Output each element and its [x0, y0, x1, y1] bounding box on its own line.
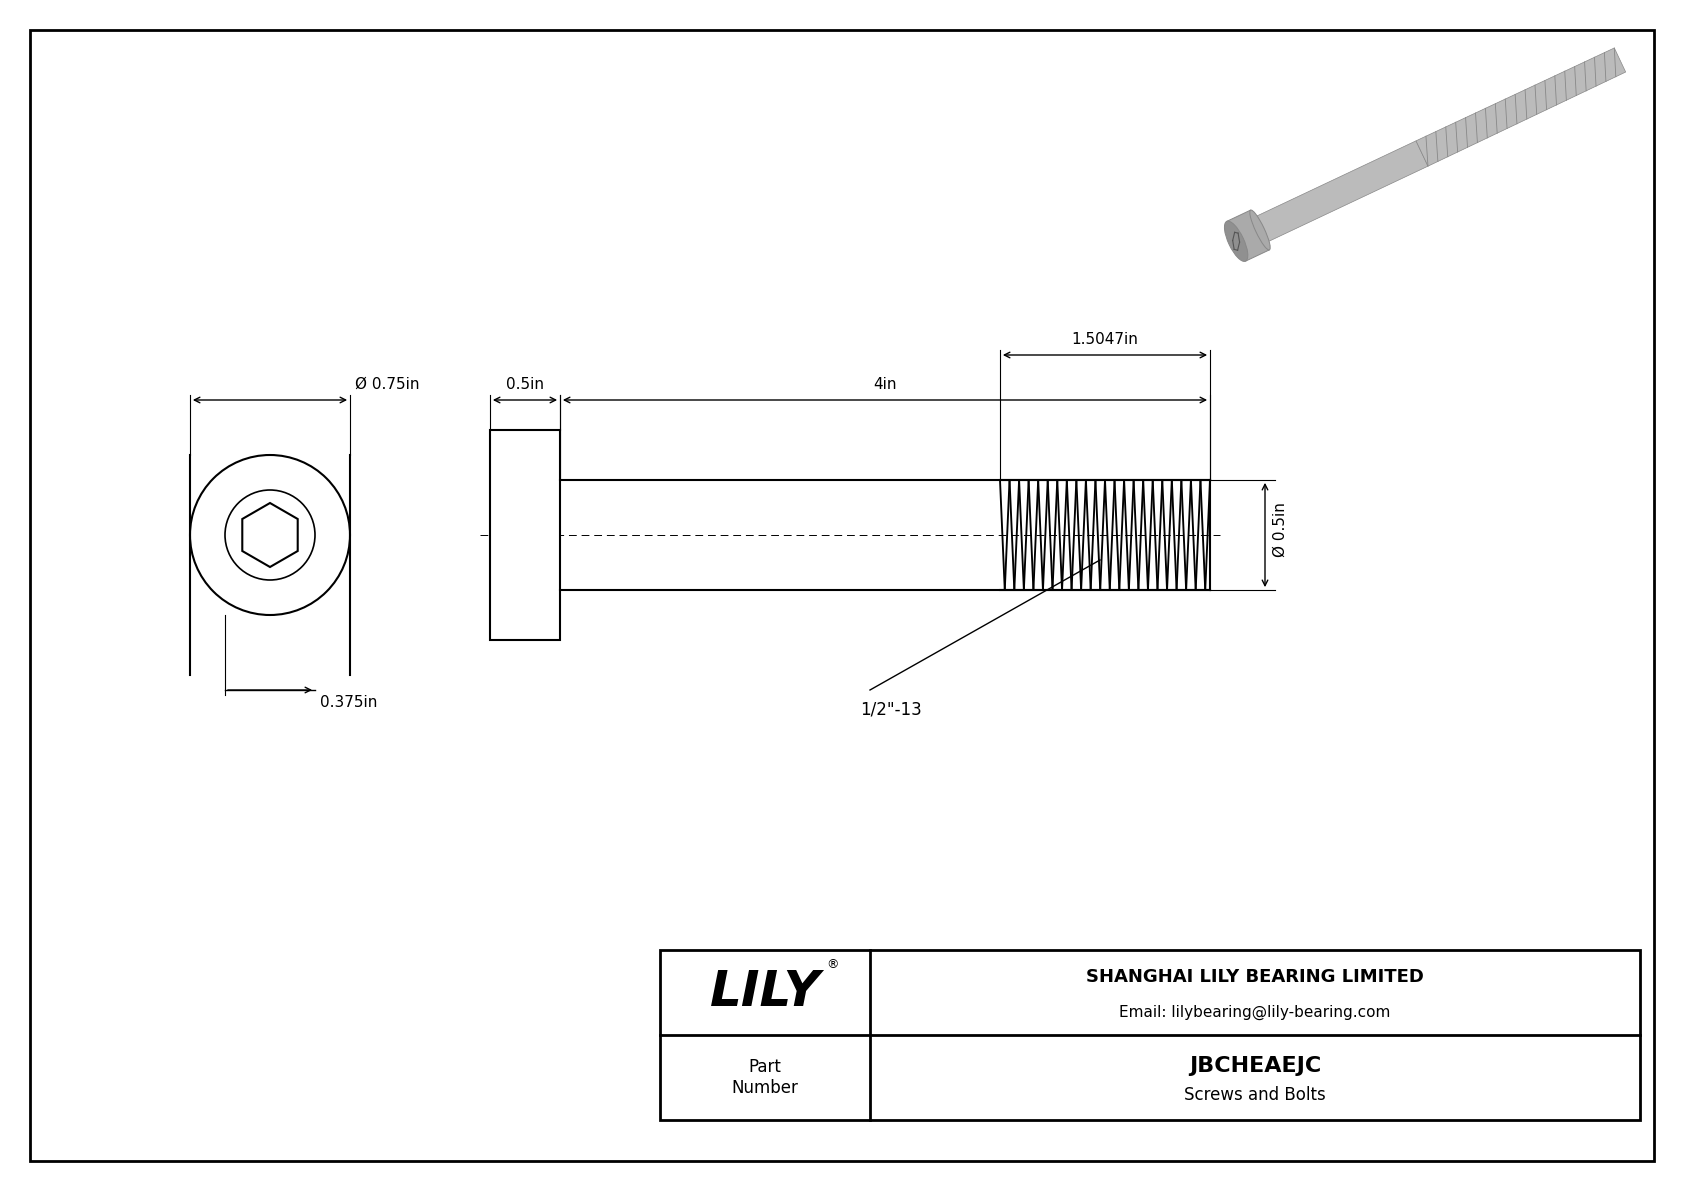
- Ellipse shape: [1224, 222, 1248, 262]
- Text: SHANGHAI LILY BEARING LIMITED: SHANGHAI LILY BEARING LIMITED: [1086, 968, 1425, 986]
- Text: JBCHEAEJC: JBCHEAEJC: [1189, 1055, 1322, 1075]
- Polygon shape: [1416, 48, 1625, 167]
- Polygon shape: [1226, 210, 1270, 261]
- Text: 0.5in: 0.5in: [505, 378, 544, 392]
- Text: 1/2"-13: 1/2"-13: [861, 700, 921, 718]
- Text: 0.375in: 0.375in: [320, 696, 377, 710]
- Text: Ø 0.5in: Ø 0.5in: [1273, 503, 1288, 557]
- Circle shape: [226, 490, 315, 580]
- Circle shape: [190, 455, 350, 615]
- Ellipse shape: [1250, 210, 1270, 250]
- Text: Screws and Bolts: Screws and Bolts: [1184, 1086, 1325, 1104]
- Text: 1.5047in: 1.5047in: [1071, 332, 1138, 347]
- Text: Email: lilybearing@lily-bearing.com: Email: lilybearing@lily-bearing.com: [1120, 1005, 1391, 1021]
- Bar: [660, 950, 1640, 1120]
- Bar: [490, 430, 561, 640]
- Text: LILY: LILY: [709, 968, 820, 1016]
- Text: Part
Number: Part Number: [731, 1058, 798, 1097]
- Text: ®: ®: [827, 958, 839, 971]
- Polygon shape: [1255, 141, 1428, 243]
- Text: Ø 0.75in: Ø 0.75in: [355, 378, 419, 392]
- Text: 4in: 4in: [874, 378, 898, 392]
- Polygon shape: [242, 503, 298, 567]
